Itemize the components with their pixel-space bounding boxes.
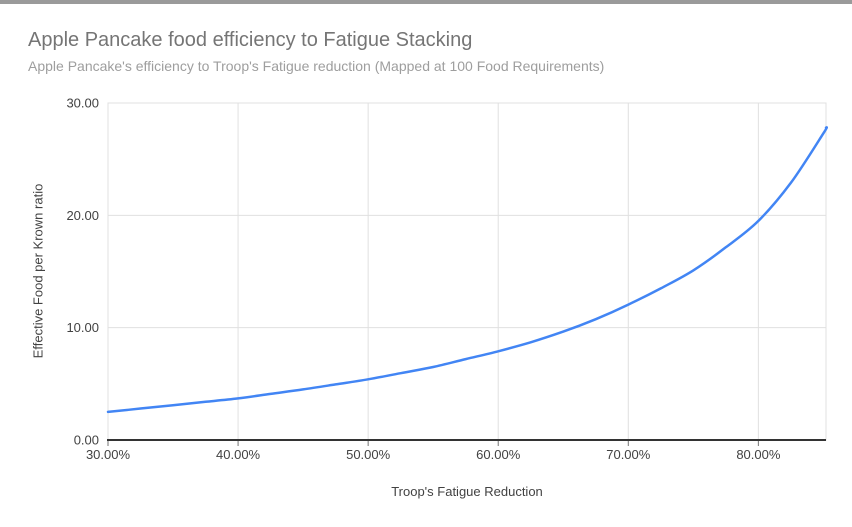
x-tick-label: 30.00% — [86, 447, 131, 462]
chart-subtitle: Apple Pancake's efficiency to Troop's Fa… — [28, 58, 605, 74]
y-tick-label: 10.00 — [66, 320, 99, 335]
x-tick-label: 50.00% — [346, 447, 391, 462]
y-axis-title: Effective Food per Krown ratio — [30, 183, 46, 359]
series-line — [106, 126, 829, 414]
window-top-border — [0, 0, 852, 4]
plot-border — [107, 102, 827, 441]
x-tick-label: 60.00% — [476, 447, 521, 462]
x-tick-label: 70.00% — [606, 447, 651, 462]
x-tick-label: 40.00% — [216, 447, 261, 462]
y-tick-label: 20.00 — [66, 208, 99, 223]
x-axis-title: Troop's Fatigue Reduction — [391, 484, 543, 499]
y-tick-label: 0.00 — [74, 433, 99, 448]
y-tick-label: 30.00 — [66, 96, 99, 111]
chart-title: Apple Pancake food efficiency to Fatigue… — [28, 29, 473, 51]
x-tick-label: 80.00% — [736, 447, 781, 462]
